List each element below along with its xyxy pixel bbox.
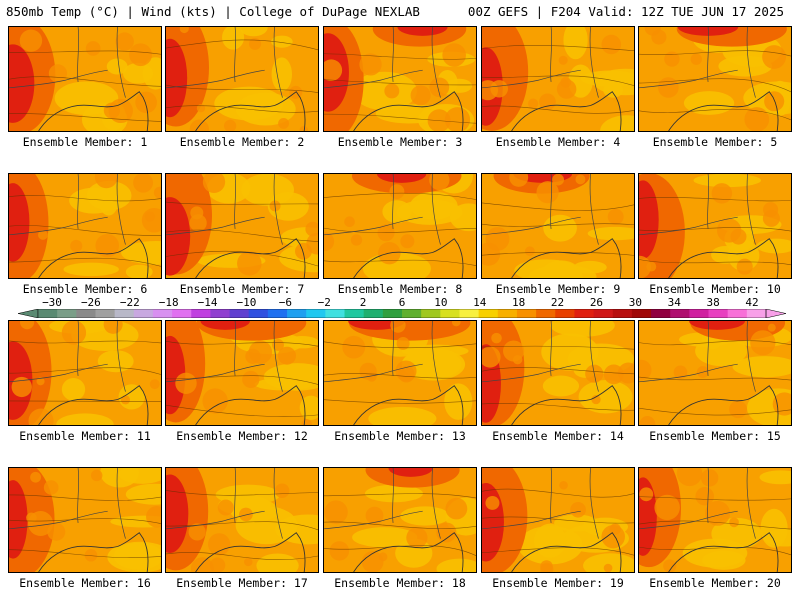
model-run-title: 00Z GEFS | F204 Valid: 12Z TUE JUN 17 20… (467, 4, 784, 19)
ensemble-member-label: Ensemble Member: 20 (649, 576, 781, 590)
ensemble-member-label: Ensemble Member: 8 (337, 282, 463, 296)
color-scale-tick-label: 18 (512, 296, 526, 309)
ensemble-member-map (8, 320, 162, 426)
color-scale-tick-label: 26 (589, 296, 604, 309)
ensemble-member-map (165, 320, 319, 426)
color-scale-tick-label: 22 (550, 296, 565, 309)
ensemble-member-map (481, 467, 635, 573)
ensemble-member-label: Ensemble Member: 1 (22, 135, 148, 149)
ensemble-member-map (323, 467, 477, 573)
ensemble-member-map (165, 173, 319, 279)
color-scale-bar (18, 309, 786, 318)
color-scale-tick-label: −18 (158, 296, 179, 309)
ensemble-member-map (165, 26, 319, 132)
ensemble-member-label: Ensemble Member: 5 (652, 135, 778, 149)
color-scale-tick-label: 14 (473, 296, 487, 309)
ensemble-member-map (638, 26, 792, 132)
color-scale-tick-label: 38 (706, 296, 720, 309)
ensemble-member-map (323, 173, 477, 279)
ensemble-member-label: Ensemble Member: 9 (495, 282, 621, 296)
ensemble-member-label: Ensemble Member: 14 (492, 429, 624, 443)
ensemble-member-map (8, 173, 162, 279)
ensemble-member-map (323, 26, 477, 132)
map-title: 850mb Temp (°C) | Wind (kts) | College o… (6, 4, 420, 19)
color-scale-tick-label: −30 (42, 296, 62, 309)
ensemble-member-label: Ensemble Member: 18 (334, 576, 466, 590)
ensemble-member-map (481, 173, 635, 279)
ensemble-member-map (8, 467, 162, 573)
ensemble-member-map (323, 320, 477, 426)
color-scale-tick-label: −22 (119, 296, 140, 309)
ensemble-member-label: Ensemble Member: 2 (179, 135, 305, 149)
ensemble-member-label: Ensemble Member: 16 (19, 576, 151, 590)
ensemble-member-label: Ensemble Member: 7 (179, 282, 305, 296)
ensemble-member-label: Ensemble Member: 3 (337, 135, 463, 149)
color-scale-tick-label: −10 (236, 296, 257, 309)
color-scale-tick-label: −6 (278, 296, 292, 309)
ensemble-member-label: Ensemble Member: 10 (649, 282, 781, 296)
ensemble-member-label: Ensemble Member: 19 (492, 576, 624, 590)
ensemble-member-label: Ensemble Member: 13 (334, 429, 466, 443)
ensemble-member-label: Ensemble Member: 17 (176, 576, 308, 590)
color-scale-tick-label: 42 (745, 296, 759, 309)
color-scale-tick-label: 34 (667, 296, 681, 309)
ensemble-member-map (165, 467, 319, 573)
ensemble-member-map (481, 320, 635, 426)
color-scale-tick-label: 6 (398, 296, 406, 309)
ensemble-member-label: Ensemble Member: 11 (19, 429, 151, 443)
ensemble-member-label: Ensemble Member: 6 (22, 282, 148, 296)
ensemble-member-map (638, 320, 792, 426)
color-scale-tick-label: −2 (317, 296, 331, 309)
ensemble-member-map (638, 467, 792, 573)
ensemble-member-map (481, 26, 635, 132)
ensemble-member-label: Ensemble Member: 15 (649, 429, 781, 443)
color-scale-tick-label: −14 (197, 296, 218, 309)
ensemble-member-label: Ensemble Member: 4 (495, 135, 621, 149)
color-scale-tick-label: 2 (359, 296, 367, 309)
color-scale-tick-label: 10 (434, 296, 448, 309)
ensemble-member-label: Ensemble Member: 12 (176, 429, 308, 443)
ensemble-member-map (8, 26, 162, 132)
color-scale-tick-label: −26 (80, 296, 101, 309)
color-scale-tick-label: 30 (628, 296, 642, 309)
ensemble-member-map (638, 173, 792, 279)
